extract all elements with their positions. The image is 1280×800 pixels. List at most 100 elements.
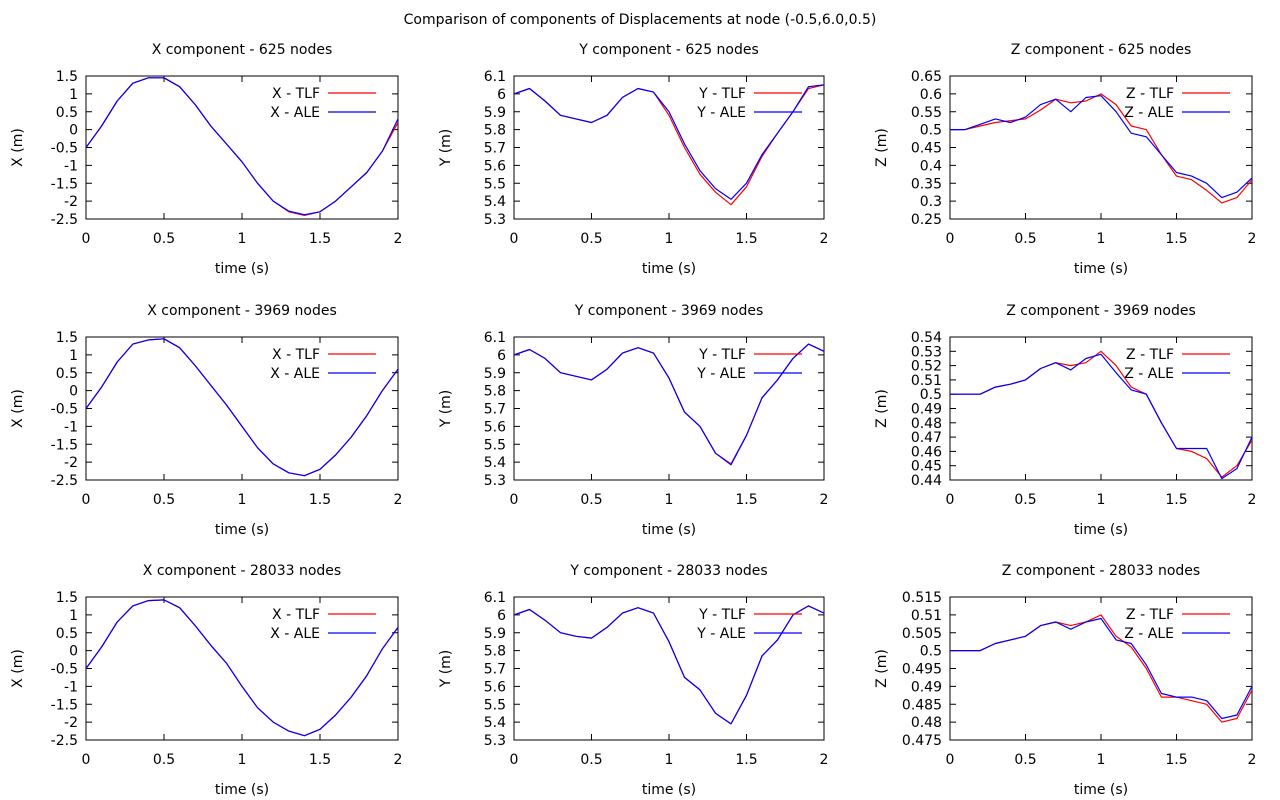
chart-panel: Z component - 28033 nodes 0.475 0.48 0.485 0…: [874, 563, 1256, 798]
x-tick-label: 1.5: [309, 752, 331, 768]
y-tick-label: 0.52: [911, 359, 942, 375]
series-line: [950, 617, 1252, 720]
y-tick-label: -2.5: [51, 733, 78, 749]
y-tick-label: 0.5: [920, 123, 942, 139]
y-axis-label: X (m): [10, 128, 26, 167]
panel-title: Z component - 625 nodes: [1011, 42, 1192, 58]
x-axis-label: time (s): [642, 261, 696, 277]
x-axis-label: time (s): [1074, 782, 1128, 798]
y-axis-label: Z (m): [874, 128, 890, 167]
y-tick-label: 0.51: [911, 373, 942, 389]
panel-title: X component - 625 nodes: [152, 42, 333, 58]
y-tick-label: 0.48: [911, 416, 942, 432]
y-axis-label: Y (m): [438, 650, 454, 689]
y-tick-label: 5.5: [484, 176, 506, 192]
y-tick-label: 1: [69, 87, 78, 103]
y-tick-label: -1.5: [51, 176, 78, 192]
y-tick-label: 5.9: [484, 105, 506, 121]
y-tick-label: 0.46: [911, 444, 942, 460]
x-tick-label: 0.5: [1014, 752, 1036, 768]
legend-label: Y - ALE: [696, 626, 746, 642]
y-tick-label: 0.5: [56, 105, 78, 121]
x-tick-label: 1.5: [1165, 492, 1187, 508]
panel-title: Z component - 3969 nodes: [1006, 303, 1196, 319]
y-tick-label: -2: [64, 715, 78, 731]
chart-panel: Z component - 625 nodes 0.25 0.3 0.35 0.40.4…: [874, 42, 1256, 277]
y-tick-label: 0.515: [902, 590, 942, 606]
x-tick-label: 2: [394, 752, 403, 768]
y-tick-label: 5.4: [484, 455, 506, 471]
series-line: [950, 614, 1252, 723]
x-tick-label: 2: [1248, 231, 1257, 247]
x-tick-label: 0.5: [153, 492, 175, 508]
y-axis-label: Y (m): [438, 390, 454, 429]
y-tick-label: 6: [497, 608, 506, 624]
x-tick-label: 0.5: [580, 752, 602, 768]
plot-frame: [513, 75, 825, 220]
x-tick-label: 1: [1097, 752, 1106, 768]
x-tick-label: 0: [82, 492, 91, 508]
y-axis-label: X (m): [10, 389, 26, 428]
x-tick-label: 1: [665, 752, 674, 768]
x-tick-label: 1.5: [735, 231, 757, 247]
legend-label: X - ALE: [270, 366, 320, 382]
y-axis-label: Z (m): [874, 389, 890, 428]
series-line: [86, 599, 398, 737]
chart-panel: Y component - 3969 nodes 5.3 5.4 5.5 5.65.7 5…: [438, 303, 828, 538]
x-axis-label: time (s): [642, 782, 696, 798]
panel-title: X component - 28033 nodes: [143, 563, 341, 579]
y-tick-label: 1.5: [56, 69, 78, 85]
y-axis-label: Z (m): [874, 649, 890, 688]
chart-panels: X component - 625 nodes-2.5-2-1.5-1-0.50…: [10, 42, 1256, 798]
y-tick-label: 0.65: [911, 69, 942, 85]
y-tick-label: 5.5: [484, 437, 506, 453]
chart-panel: X component - 625 nodes -2.5 -2 -1.5 -1-0.5 0…: [10, 42, 402, 277]
legend-label: Y - ALE: [696, 105, 746, 121]
x-tick-label: 1.5: [309, 231, 331, 247]
y-tick-label: 1.5: [56, 590, 78, 606]
y-tick-label: 0.505: [902, 626, 942, 642]
x-tick-label: 2: [820, 492, 829, 508]
y-tick-label: 5.8: [484, 644, 506, 660]
y-tick-label: 1.5: [56, 330, 78, 346]
x-axis-label: time (s): [215, 522, 269, 538]
panel-title: Y component - 3969 nodes: [574, 303, 763, 319]
y-tick-label: 0.48: [911, 715, 942, 731]
y-tick-label: -2: [64, 455, 78, 471]
x-axis-label: time (s): [642, 522, 696, 538]
legend-label: Z - TLF: [1126, 347, 1174, 363]
x-tick-label: 0.5: [580, 231, 602, 247]
series-line: [514, 605, 824, 725]
chart-panel: Y component - 28033 nodes 5.3 5.4 5.5 5.65.7…: [438, 563, 828, 798]
panel-title: Z component - 28033 nodes: [1002, 563, 1200, 579]
y-tick-label: 6.1: [484, 69, 506, 85]
y-tick-label: 5.9: [484, 366, 506, 382]
y-tick-label: 5.5: [484, 697, 506, 713]
x-tick-label: 1.5: [735, 492, 757, 508]
x-tick-label: 0: [510, 752, 519, 768]
y-tick-label: 6.1: [484, 330, 506, 346]
y-tick-label: 5.8: [484, 123, 506, 139]
y-tick-label: 0.5: [920, 644, 942, 660]
series-line: [86, 599, 398, 737]
y-tick-label: 0.5: [920, 387, 942, 403]
x-tick-label: 0: [510, 231, 519, 247]
panel-title: Y component - 28033 nodes: [569, 563, 767, 579]
y-tick-label: 0.6: [920, 87, 942, 103]
y-tick-label: 0.45: [911, 459, 942, 475]
plot-frame: [949, 75, 1253, 220]
y-tick-label: 0.49: [911, 402, 942, 418]
chart-panel: X component - 3969 nodes -2.5 -2 -1.5 -1-0.5…: [10, 303, 402, 538]
x-axis-label: time (s): [1074, 261, 1128, 277]
y-axis-label: Y (m): [438, 129, 454, 168]
y-tick-label: 5.3: [484, 212, 506, 228]
series-line: [514, 343, 824, 465]
y-tick-label: 6.1: [484, 590, 506, 606]
y-tick-label: 5.6: [484, 158, 506, 174]
y-tick-label: 0.47: [911, 430, 942, 446]
series-line: [86, 77, 398, 216]
y-tick-label: -0.5: [51, 662, 78, 678]
legend-label: Y - TLF: [698, 86, 746, 102]
series-line: [514, 343, 824, 466]
